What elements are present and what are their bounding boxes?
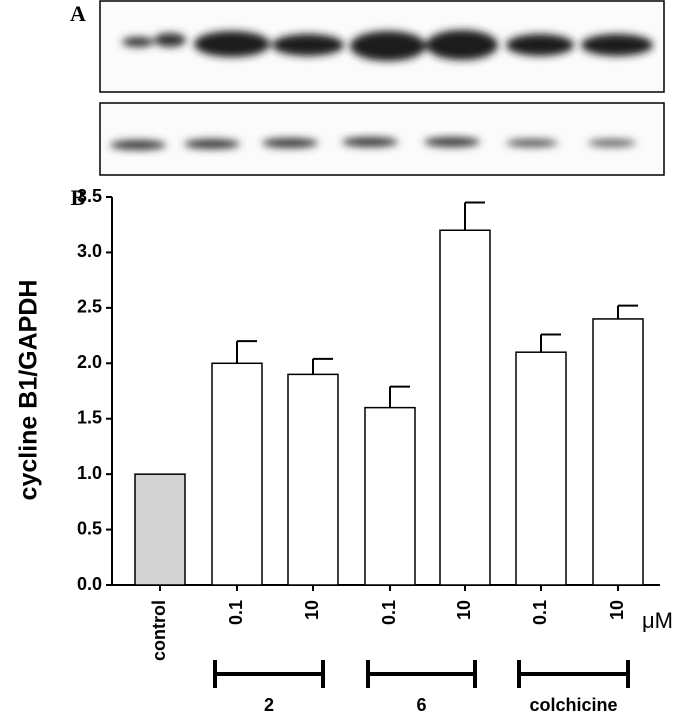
error-bar [464,201,485,231]
error-bar [540,333,561,353]
x-tick-label: 10 [607,600,627,620]
y-tick-label: 0.5 [77,518,102,538]
group-bracket [213,660,325,688]
bar [134,473,186,586]
error-bar [389,385,410,408]
group-label: 6 [416,695,426,715]
panel-label: B [71,185,86,210]
y-tick-label: 3.5 [77,186,102,206]
error-bar [617,304,638,319]
bar [287,373,339,586]
group-bracket [517,660,630,688]
y-tick-label: 1.5 [77,407,102,427]
x-tick-label: 0.1 [379,600,399,625]
x-tick-label: 0.1 [530,600,550,625]
y-tick-label: 2.5 [77,297,102,317]
panel-label: A [70,1,86,26]
blot-top [99,0,665,93]
x-tick-label: 10 [454,600,474,620]
unit-label: μM [642,608,673,633]
group-label: colchicine [529,695,617,715]
group-label: 2 [264,695,274,715]
error-bar [236,340,257,364]
bar [211,362,263,586]
y-axis-title: cycline B1/GAPDH [15,280,43,501]
error-bar [312,357,333,375]
group-bracket [366,660,477,688]
bar [515,351,567,586]
x-tick-label: control [149,600,169,661]
x-tick-label: 0.1 [226,600,246,625]
blot-bottom [99,102,665,176]
y-tick-label: 0.0 [77,574,102,594]
y-tick-label: 3.0 [77,241,102,261]
bar [592,318,644,586]
y-tick-label: 1.0 [77,463,102,483]
x-tick-label: 10 [302,600,322,620]
y-tick-label: 2.0 [77,352,102,372]
bar [364,406,416,586]
bar [439,229,491,586]
